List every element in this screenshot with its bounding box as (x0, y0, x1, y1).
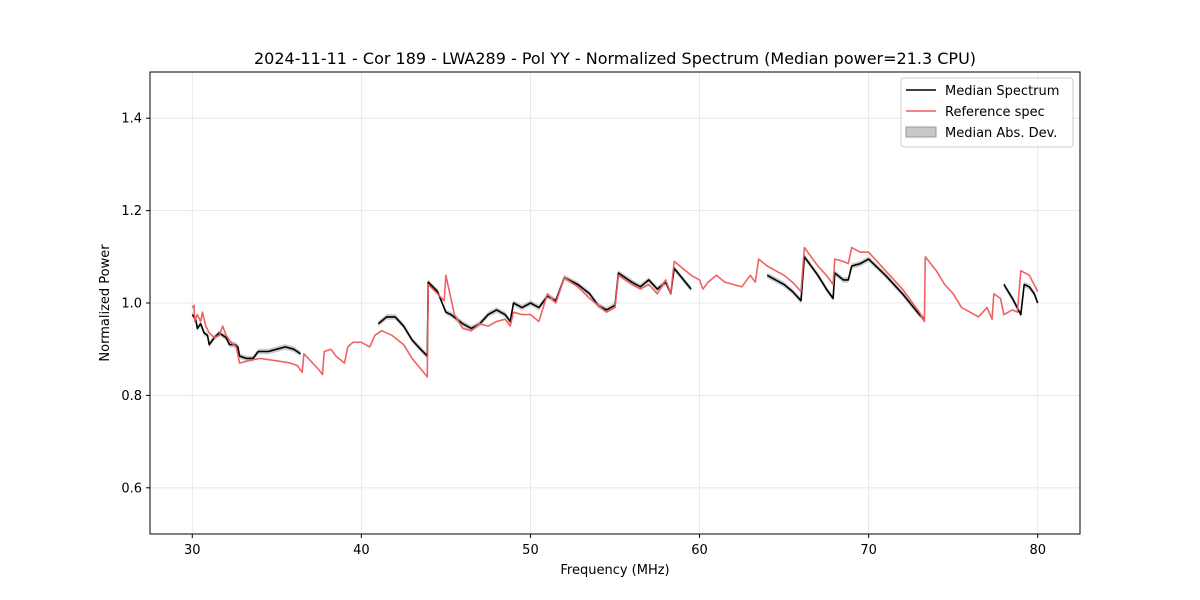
y-tick-label: 1.2 (121, 204, 142, 219)
legend-reference-label: Reference spec (945, 105, 1045, 120)
mad-band (192, 311, 301, 362)
y-tick-label: 0.8 (121, 389, 142, 404)
legend-median-label: Median Spectrum (945, 84, 1059, 99)
x-tick-label: 60 (691, 543, 708, 558)
y-tick-label: 1.4 (121, 112, 142, 127)
axis-ticks: 30 40 50 60 70 80 0.6 0.8 1.0 1.2 1.4 (121, 112, 1046, 558)
legend-box (900, 77, 1074, 148)
x-tick-label: 80 (1029, 543, 1046, 558)
y-axis-label: Normalized Power (98, 244, 113, 362)
median-spectrum-line (191, 314, 301, 360)
mad-band (378, 265, 692, 359)
series-layer (191, 246, 1039, 378)
y-tick-label: 0.6 (121, 481, 142, 496)
legend-mad-label: Median Abs. Dev. (945, 126, 1057, 141)
y-tick-label: 1.0 (121, 297, 142, 312)
median-spectrum-line (1003, 283, 1039, 316)
median-spectrum-line (766, 255, 925, 320)
x-tick-label: 30 (184, 543, 201, 558)
reference-spectrum-line (191, 246, 1039, 378)
x-tick-label: 70 (860, 543, 877, 558)
legend: Median Spectrum Reference spec Median Ab… (900, 77, 1074, 148)
x-tick-label: 50 (522, 543, 539, 558)
legend-mad-swatch (905, 126, 937, 138)
chart-title: 2024-11-11 - Cor 189 - LWA289 - Pol YY -… (254, 49, 976, 68)
x-tick-label: 40 (353, 543, 370, 558)
x-axis-label: Frequency (MHz) (560, 563, 669, 578)
